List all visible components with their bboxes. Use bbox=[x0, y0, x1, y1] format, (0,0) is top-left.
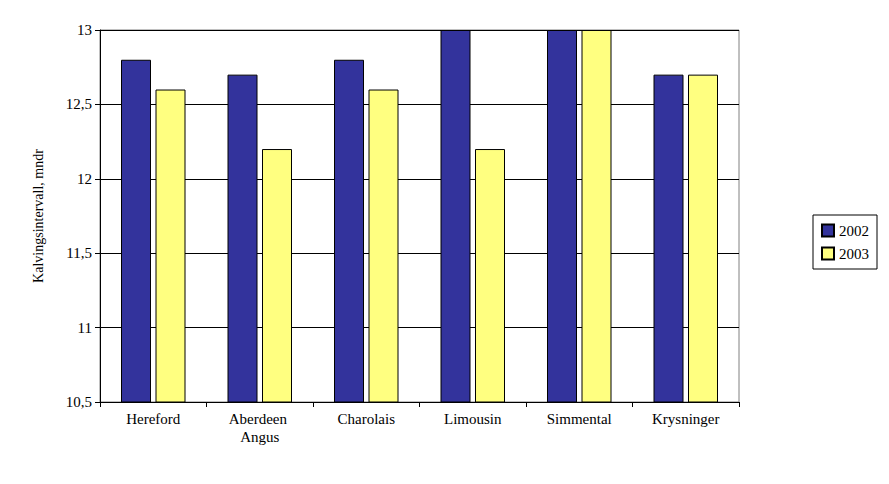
svg-text:12: 12 bbox=[77, 171, 92, 187]
svg-text:Krysninger: Krysninger bbox=[652, 411, 720, 427]
svg-text:Aberdeen: Aberdeen bbox=[229, 411, 291, 427]
svg-text:11: 11 bbox=[78, 320, 92, 336]
svg-text:2003: 2003 bbox=[839, 246, 869, 262]
svg-text:Simmental: Simmental bbox=[547, 411, 612, 427]
svg-text:2002: 2002 bbox=[839, 223, 869, 239]
svg-text:Charolais: Charolais bbox=[338, 411, 396, 427]
svg-text:13: 13 bbox=[77, 22, 92, 38]
svg-text:11,5: 11,5 bbox=[66, 245, 92, 261]
svg-text:Limousin: Limousin bbox=[444, 411, 502, 427]
svg-text:Hereford: Hereford bbox=[126, 411, 181, 427]
svg-text:12,5: 12,5 bbox=[66, 96, 92, 112]
svg-text:10,5: 10,5 bbox=[66, 394, 92, 410]
svg-text:Angus: Angus bbox=[240, 429, 279, 445]
svg-text:Kalvingsintervall, mndr: Kalvingsintervall, mndr bbox=[31, 149, 46, 283]
